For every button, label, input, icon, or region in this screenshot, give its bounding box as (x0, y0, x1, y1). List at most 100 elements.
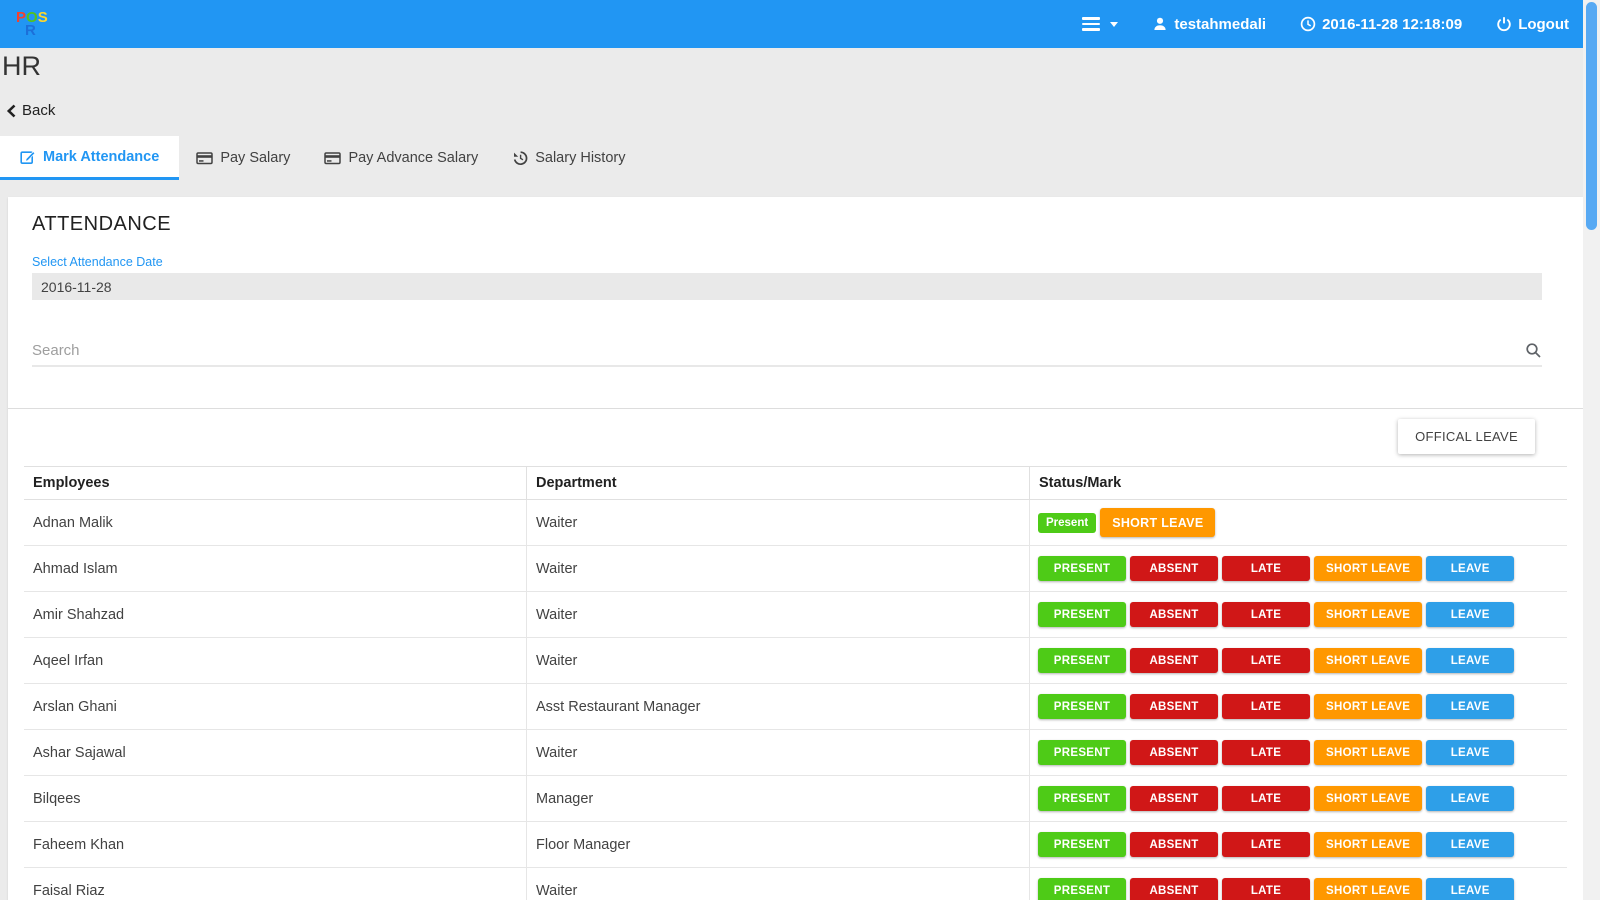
short-leave-button[interactable]: SHORT LEAVE (1314, 556, 1423, 581)
credit-card-icon (196, 150, 214, 166)
employee-department: Manager (527, 776, 1030, 821)
leave-button[interactable]: LEAVE (1426, 694, 1515, 719)
present-button[interactable]: PRESENT (1038, 786, 1126, 811)
employee-department: Waiter (527, 500, 1030, 545)
app-logo[interactable]: POS R (16, 9, 62, 39)
late-button[interactable]: LATE (1222, 694, 1310, 719)
table-row: Bilqees Manager PRESENT ABSENT LATE SHORT LEA… (24, 776, 1567, 822)
employee-name: Aqeel Irfan (24, 638, 527, 683)
tab-salary-history[interactable]: Salary History (495, 136, 642, 180)
present-button[interactable]: PRESENT (1038, 556, 1126, 581)
employee-department: Asst Restaurant Manager (527, 684, 1030, 729)
attendance-date-input[interactable]: 2016-11-28 (32, 273, 1542, 300)
short-leave-button[interactable]: SHORT LEAVE (1314, 740, 1423, 765)
employee-name: Bilqees (24, 776, 527, 821)
late-button[interactable]: LATE (1222, 648, 1310, 673)
table-row: Faheem Khan Floor Manager PRESENT ABSENT LAT… (24, 822, 1567, 868)
top-navbar: POS R testahmedali 2016-11-28 12:18:09 (0, 0, 1583, 48)
table-row: Amir Shahzad Waiter PRESENT ABSENT LATE SHORT… (24, 592, 1567, 638)
leave-button[interactable]: LEAVE (1426, 648, 1515, 673)
date-label: Select Attendance Date (32, 255, 163, 269)
user-menu[interactable]: testahmedali (1152, 16, 1266, 33)
employee-name: Faheem Khan (24, 822, 527, 867)
employee-department: Waiter (527, 546, 1030, 591)
tab-mark-attendance[interactable]: Mark Attendance (0, 136, 180, 180)
short-leave-button[interactable]: SHORT LEAVE (1314, 602, 1423, 627)
late-button[interactable]: LATE (1222, 602, 1310, 627)
present-button[interactable]: PRESENT (1038, 740, 1126, 765)
late-button[interactable]: LATE (1222, 556, 1310, 581)
logout-button[interactable]: Logout (1496, 16, 1569, 33)
attendance-table: Employees Department Status/Mark Adnan M… (24, 466, 1567, 900)
status-badge: Present (1038, 512, 1097, 533)
short-leave-button[interactable]: SHORT LEAVE (1314, 832, 1423, 857)
tab-pay-advance-salary[interactable]: Pay Advance Salary (307, 136, 495, 180)
status-cell: PRESENT ABSENT LATE SHORT LEAVE LEAVE (1030, 638, 1567, 683)
leave-button[interactable]: LEAVE (1426, 740, 1515, 765)
absent-button[interactable]: ABSENT (1130, 694, 1218, 719)
edit-icon (20, 149, 36, 165)
scrollbar-track (1583, 0, 1600, 900)
status-cell: PRESENT ABSENT LATE SHORT LEAVE LEAVE (1030, 822, 1567, 867)
table-body: Adnan Malik Waiter Present SHORT LEAVE Ahmad… (24, 500, 1567, 900)
search-input[interactable] (32, 342, 1525, 359)
table-row: Arslan Ghani Asst Restaurant Manager PRESE… (24, 684, 1567, 730)
user-icon (1152, 16, 1168, 32)
column-employees: Employees (24, 467, 527, 499)
official-leave-button[interactable]: OFFICAL LEAVE (1398, 419, 1535, 454)
short-leave-button[interactable]: SHORT LEAVE (1314, 648, 1423, 673)
short-leave-button[interactable]: SHORT LEAVE (1100, 508, 1216, 537)
present-button[interactable]: PRESENT (1038, 694, 1126, 719)
status-cell: PRESENT ABSENT LATE SHORT LEAVE LEAVE (1030, 730, 1567, 775)
tab-pay-salary[interactable]: Pay Salary (179, 136, 307, 180)
absent-button[interactable]: ABSENT (1130, 878, 1218, 900)
leave-button[interactable]: LEAVE (1426, 832, 1515, 857)
hamburger-icon (1082, 17, 1101, 31)
absent-button[interactable]: ABSENT (1130, 602, 1218, 627)
chevron-down-icon (1110, 21, 1119, 27)
present-button[interactable]: PRESENT (1038, 832, 1126, 857)
employee-department: Waiter (527, 730, 1030, 775)
status-cell: PRESENT ABSENT LATE SHORT LEAVE LEAVE (1030, 592, 1567, 637)
late-button[interactable]: LATE (1222, 832, 1310, 857)
status-cell: PRESENT ABSENT LATE SHORT LEAVE LEAVE (1030, 868, 1567, 900)
status-cell: PRESENT ABSENT LATE SHORT LEAVE LEAVE (1030, 546, 1567, 591)
menu-toggle[interactable] (1082, 17, 1119, 31)
employee-name: Ashar Sajawal (24, 730, 527, 775)
absent-button[interactable]: ABSENT (1130, 786, 1218, 811)
absent-button[interactable]: ABSENT (1130, 648, 1218, 673)
present-button[interactable]: PRESENT (1038, 602, 1126, 627)
late-button[interactable]: LATE (1222, 786, 1310, 811)
search-field (32, 342, 1542, 367)
absent-button[interactable]: ABSENT (1130, 556, 1218, 581)
scrollbar-thumb[interactable] (1586, 2, 1597, 230)
leave-button[interactable]: LEAVE (1426, 786, 1515, 811)
employee-name: Faisal Riaz (24, 868, 527, 900)
leave-button[interactable]: LEAVE (1426, 602, 1515, 627)
employee-department: Waiter (527, 638, 1030, 683)
short-leave-button[interactable]: SHORT LEAVE (1314, 786, 1423, 811)
absent-button[interactable]: ABSENT (1130, 740, 1218, 765)
short-leave-button[interactable]: SHORT LEAVE (1314, 694, 1423, 719)
tab-label: Mark Attendance (43, 148, 160, 165)
attendance-card: ATTENDANCE Select Attendance Date 2016-1… (8, 197, 1583, 900)
page-title: HR (2, 51, 41, 81)
status-cell: PRESENT ABSENT LATE SHORT LEAVE LEAVE (1030, 776, 1567, 821)
tab-bar: Mark Attendance Pay Salary Pay Advance S… (0, 136, 1583, 180)
late-button[interactable]: LATE (1222, 878, 1310, 900)
present-button[interactable]: PRESENT (1038, 878, 1126, 900)
tab-label: Pay Salary (220, 150, 291, 166)
leave-button[interactable]: LEAVE (1426, 878, 1515, 900)
column-department: Department (527, 467, 1030, 499)
logo-line2: R (25, 22, 36, 39)
back-button[interactable]: Back (0, 82, 55, 119)
logo-line1: POS (16, 9, 48, 26)
leave-button[interactable]: LEAVE (1426, 556, 1515, 581)
employee-department: Waiter (527, 592, 1030, 637)
search-icon[interactable] (1525, 342, 1542, 359)
absent-button[interactable]: ABSENT (1130, 832, 1218, 857)
late-button[interactable]: LATE (1222, 740, 1310, 765)
short-leave-button[interactable]: SHORT LEAVE (1314, 878, 1423, 900)
present-button[interactable]: PRESENT (1038, 648, 1126, 673)
logout-text: Logout (1518, 15, 1569, 33)
